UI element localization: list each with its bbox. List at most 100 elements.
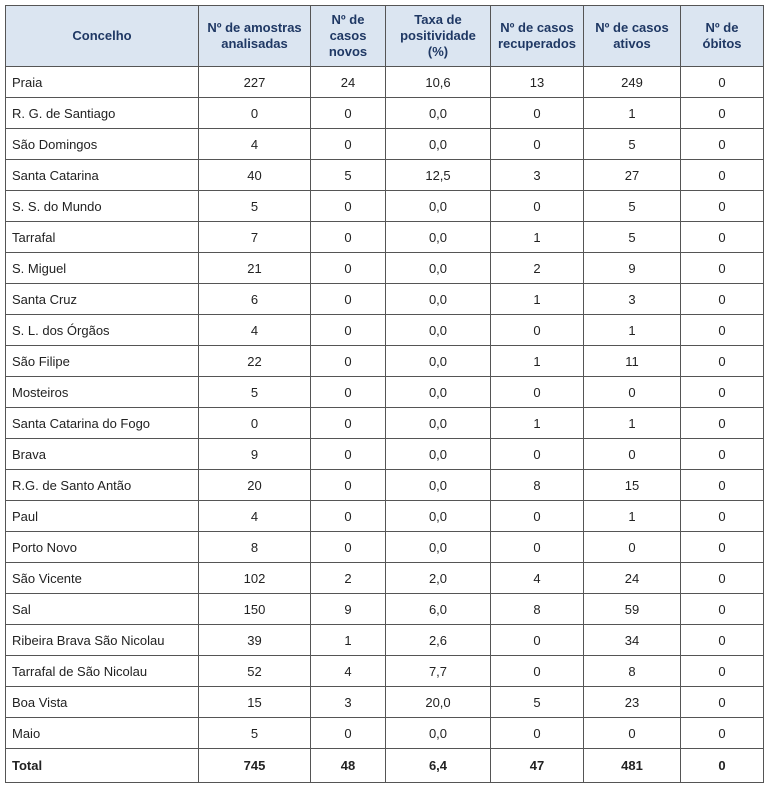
table-row: Maio 5 0 0,0 0 0 0: [5, 717, 764, 749]
cell: 0,0: [385, 717, 491, 749]
table-row: São Vicente 102 2 2,0 4 24 0: [5, 562, 764, 594]
cell: 102: [198, 562, 311, 594]
data-table: Concelho Nº de amostras analisadas Nº de c…: [5, 5, 764, 783]
cell: 0: [680, 159, 764, 191]
column-header: Nº de casos novos: [310, 5, 386, 67]
cell: 1: [490, 221, 584, 253]
table-row: R. G. de Santiago 0 0 0,0 0 1 0: [5, 97, 764, 129]
cell: 4: [198, 128, 311, 160]
cell: 24: [583, 562, 681, 594]
cell: 20,0: [385, 686, 491, 718]
cell: 0: [680, 97, 764, 129]
cell: 0: [490, 655, 584, 687]
total-cell: 47: [490, 748, 584, 783]
cell: 0: [310, 438, 386, 470]
cell: 0: [310, 221, 386, 253]
table-row: Santa Catarina do Fogo 0 0 0,0 1 1 0: [5, 407, 764, 439]
cell: 0,0: [385, 438, 491, 470]
cell: 0: [680, 407, 764, 439]
row-label: R. G. de Santiago: [5, 97, 199, 129]
cell: 0: [583, 531, 681, 563]
cell: 0: [583, 717, 681, 749]
row-label: Tarrafal: [5, 221, 199, 253]
cell: 4: [198, 500, 311, 532]
cell: 0: [680, 717, 764, 749]
cell: 0: [310, 345, 386, 377]
table-row: Ribeira Brava São Nicolau 39 1 2,6 0 34 0: [5, 624, 764, 656]
cell: 0: [490, 128, 584, 160]
cell: 13: [490, 66, 584, 98]
cell: 21: [198, 252, 311, 284]
cell: 10,6: [385, 66, 491, 98]
row-label: São Domingos: [5, 128, 199, 160]
cell: 3: [310, 686, 386, 718]
cell: 1: [310, 624, 386, 656]
cell: 0: [490, 97, 584, 129]
cell: 0: [680, 376, 764, 408]
cell: 5: [198, 717, 311, 749]
cell: 0,0: [385, 376, 491, 408]
cell: 0: [198, 97, 311, 129]
cell: 5: [198, 190, 311, 222]
cell: 0: [310, 376, 386, 408]
row-label: Santa Catarina: [5, 159, 199, 191]
cell: 0: [490, 717, 584, 749]
cell: 0: [310, 500, 386, 532]
cell: 5: [490, 686, 584, 718]
cell: 0: [680, 531, 764, 563]
total-cell: 48: [310, 748, 386, 783]
total-cell: 481: [583, 748, 681, 783]
cell: 0: [310, 97, 386, 129]
table-row: Santa Cruz 6 0 0,0 1 3 0: [5, 283, 764, 315]
column-header: Nº de casos ativos: [583, 5, 681, 67]
cell: 9: [310, 593, 386, 625]
cell: 15: [198, 686, 311, 718]
row-label: Santa Catarina do Fogo: [5, 407, 199, 439]
cell: 2,6: [385, 624, 491, 656]
column-header: Taxa de positividade (%): [385, 5, 491, 67]
cell: 0,0: [385, 128, 491, 160]
cell: 39: [198, 624, 311, 656]
cell: 0: [490, 500, 584, 532]
row-label: Brava: [5, 438, 199, 470]
cell: 0: [310, 717, 386, 749]
table-row: Santa Catarina 40 5 12,5 3 27 0: [5, 159, 764, 191]
cell: 3: [583, 283, 681, 315]
row-label: S. S. do Mundo: [5, 190, 199, 222]
cell: 0: [680, 593, 764, 625]
cell: 0: [680, 500, 764, 532]
cell: 0: [310, 531, 386, 563]
cell: 0: [198, 407, 311, 439]
table-row: Tarrafal 7 0 0,0 1 5 0: [5, 221, 764, 253]
table-row: Sal 150 9 6,0 8 59 0: [5, 593, 764, 625]
cell: 11: [583, 345, 681, 377]
table-row: S. L. dos Órgãos 4 0 0,0 0 1 0: [5, 314, 764, 346]
table-row: R.G. de Santo Antão 20 0 0,0 8 15 0: [5, 469, 764, 501]
cell: 0,0: [385, 252, 491, 284]
cell: 0,0: [385, 314, 491, 346]
cell: 0: [310, 252, 386, 284]
cell: 5: [198, 376, 311, 408]
header-row: Concelho Nº de amostras analisadas Nº de c…: [5, 5, 764, 67]
cell: 6,0: [385, 593, 491, 625]
cell: 8: [198, 531, 311, 563]
cell: 0: [680, 283, 764, 315]
table-row: São Domingos 4 0 0,0 0 5 0: [5, 128, 764, 160]
cell: 0: [680, 345, 764, 377]
cell: 2,0: [385, 562, 491, 594]
total-label: Total: [5, 748, 199, 783]
cell: 0: [680, 128, 764, 160]
column-header: Nº de óbitos: [680, 5, 764, 67]
total-row: Total 745 48 6,4 47 481 0: [5, 748, 764, 783]
cell: 0: [680, 252, 764, 284]
cell: 0,0: [385, 500, 491, 532]
cell: 27: [583, 159, 681, 191]
cell: 0: [310, 283, 386, 315]
cell: 4: [490, 562, 584, 594]
cell: 0,0: [385, 221, 491, 253]
cell: 5: [583, 128, 681, 160]
cell: 150: [198, 593, 311, 625]
cell: 1: [490, 407, 584, 439]
row-label: Paul: [5, 500, 199, 532]
cell: 2: [490, 252, 584, 284]
